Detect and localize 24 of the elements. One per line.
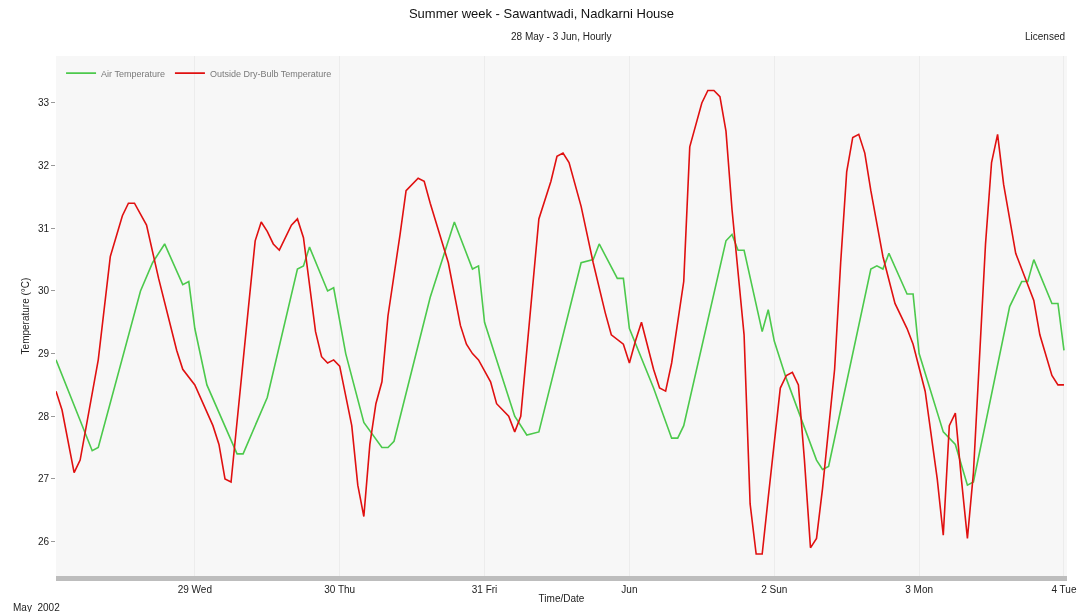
text: Licensed xyxy=(1025,31,1066,42)
y-tick-label: 26 xyxy=(37,536,50,548)
y-tick-label: 33 xyxy=(37,97,50,109)
x-tick-label: 31 Fri xyxy=(471,584,498,595)
legend-label: Air Temperature xyxy=(101,68,165,79)
x-tick-label: 30 Thu xyxy=(324,584,356,595)
x-tick-label: 29 Wed xyxy=(177,584,212,595)
y-tick-label: 31 xyxy=(37,222,50,234)
x-tick-label: 3 Mon xyxy=(905,584,934,595)
chart-subtitle: 28 May - 3 Jun, Hourly xyxy=(511,31,612,42)
y-tick-label: 27 xyxy=(37,473,50,485)
x-tick-label: 4 Tue xyxy=(1051,584,1077,595)
y-tick-label: 32 xyxy=(37,160,50,172)
y-tick-label: 30 xyxy=(37,285,50,297)
x-tick-label: 2 Sun xyxy=(761,584,788,595)
y-axis-title: Temperature (°C) xyxy=(19,277,31,355)
chart-title: Summer week - Sawantwadi, Nadkarni House xyxy=(408,6,675,22)
y-tick-label: 29 xyxy=(37,348,50,360)
x-axis-title: Time/Date xyxy=(538,592,585,604)
y-tick-label: 28 xyxy=(37,410,50,422)
line-series xyxy=(56,89,1065,555)
x-tick-label: Jun xyxy=(621,584,638,595)
legend-label: Outside Dry-Bulb Temperature xyxy=(209,68,332,79)
line-series xyxy=(56,221,1065,486)
